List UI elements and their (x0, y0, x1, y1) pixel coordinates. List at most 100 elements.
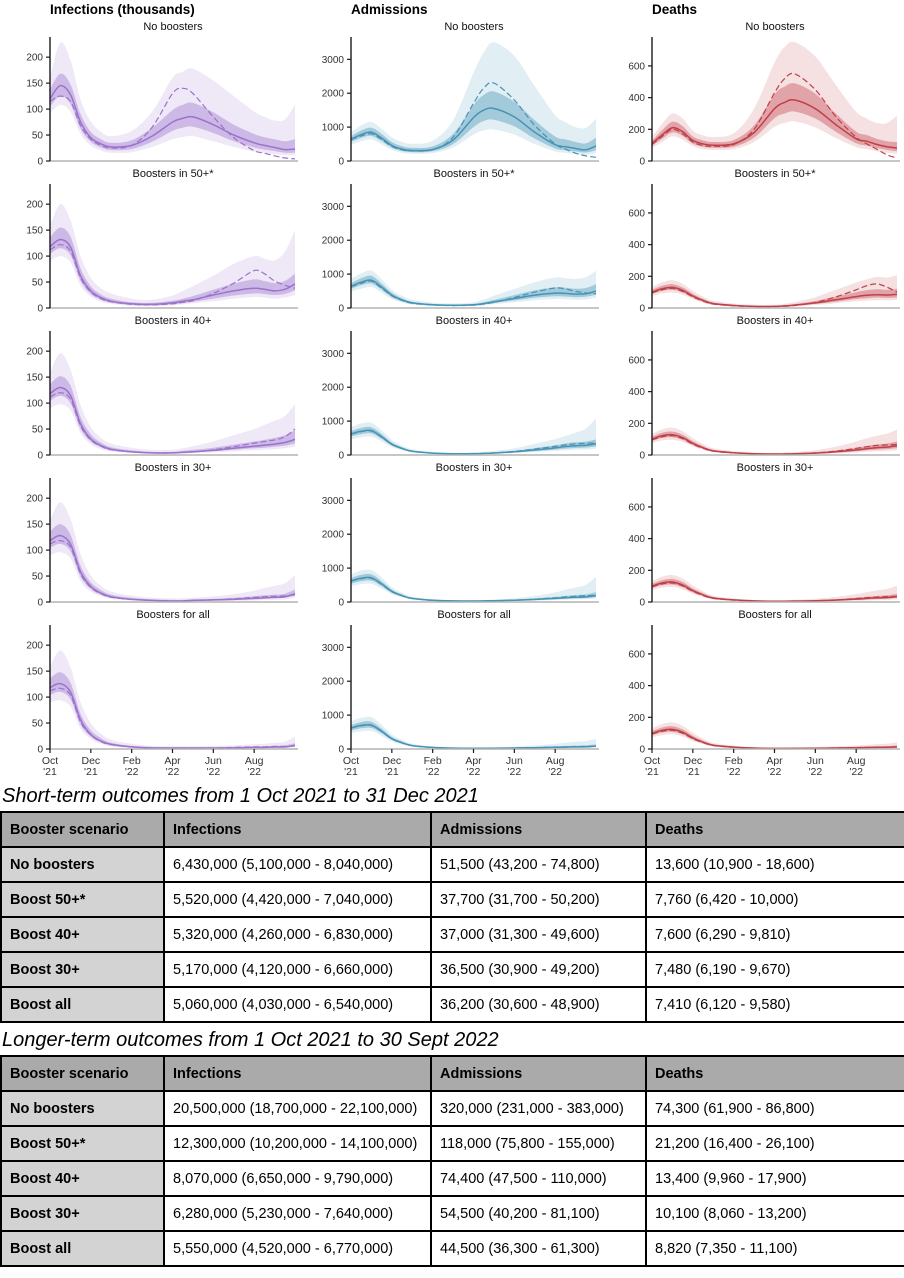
y-tick-label: 1000 (322, 123, 345, 134)
outer-interval-band (351, 418, 596, 455)
panel-deaths-boosters-in-30: Boosters in 30+ 0 200 400 600 (602, 461, 903, 608)
median-line (652, 433, 898, 455)
panel-subtitle: Boosters in 50+* (132, 168, 214, 180)
table-row: Boost 40+ 8,070,000 (6,650,000 - 9,790,00… (0, 1160, 904, 1197)
y-tick-label: 50 (32, 278, 44, 289)
y-tick-label: 0 (338, 304, 344, 315)
x-tick-label-year: '22 (467, 766, 481, 778)
panel-subtitle: Boosters for all (136, 609, 210, 621)
panel-subtitle: No boosters (143, 21, 203, 33)
value-cell: 13,400 (9,960 - 17,900) (645, 1160, 904, 1197)
x-tick-label-year: '21 (645, 766, 659, 778)
figure-column-admissions: Admissions No boosters 0 1000 2000 3000 Booste… (301, 2, 602, 779)
outer-interval-band (50, 353, 295, 455)
chart-admissions-boosters-in-30: 0 1000 2000 3000 (322, 478, 599, 609)
panel-subtitle: No boosters (745, 21, 805, 33)
table-header-cell: Deaths (645, 1055, 904, 1092)
value-cell: 37,000 (31,300 - 49,600) (430, 916, 647, 953)
median-line (50, 238, 296, 306)
value-cell: 6,430,000 (5,100,000 - 8,040,000) (163, 846, 432, 883)
chart-infections-boosters-in-40: 0 50 100 150 200 (26, 331, 298, 462)
y-tick-label: 600 (628, 649, 645, 660)
figure-column-deaths: Deaths No boosters 0 200 400 600 Boosters in 5… (602, 2, 903, 779)
table-header-cell: Admissions (430, 1055, 647, 1092)
y-tick-label: 50 (32, 572, 44, 583)
outer-interval-band (50, 42, 295, 156)
panel-subtitle: Boosters in 40+ (435, 315, 513, 327)
chart-infections-boosters-in-30: 0 50 100 150 200 (26, 478, 298, 608)
y-tick-label: 150 (26, 226, 43, 237)
scenario-cell: Boost 40+ (0, 1160, 165, 1197)
y-tick-label: 0 (338, 598, 344, 609)
y-tick-label: 0 (338, 451, 344, 462)
inner-interval-band (652, 284, 897, 307)
y-tick-label: 0 (639, 451, 645, 462)
table-row: Boost 50+* 12,300,000 (10,200,000 - 14,10… (0, 1125, 904, 1162)
panel-infections-boosters-for-all: Boosters for all 0 50 100 150 200 Oct '21 Dec '21… (0, 608, 301, 779)
y-tick-label: 100 (26, 399, 43, 410)
y-tick-label: 150 (26, 667, 43, 678)
y-tick-label: 150 (26, 79, 43, 90)
y-tick-label: 3000 (322, 349, 345, 360)
chart-deaths-no-boosters: 0 200 400 600 (628, 37, 900, 167)
y-tick-label: 3000 (322, 643, 345, 654)
y-tick-label: 0 (338, 745, 344, 756)
y-tick-label: 3000 (322, 496, 345, 507)
chart-infections-boosters-for-all: 050100150200Oct'21Dec'21Feb'22Apr'22Jun'… (26, 625, 298, 778)
outer-interval-band (652, 41, 897, 154)
scenario-cell: No boosters (0, 846, 165, 883)
value-cell: 7,410 (6,120 - 9,580) (645, 986, 904, 1023)
value-cell: 36,200 (30,600 - 48,900) (430, 986, 647, 1023)
value-cell: 7,760 (6,420 - 10,000) (645, 881, 904, 918)
chart-admissions-boosters-in-50: 0 1000 2000 3000 (322, 184, 599, 315)
y-tick-label: 600 (628, 355, 645, 366)
outer-interval-band (50, 204, 295, 307)
x-tick-label-year: '22 (548, 766, 562, 778)
y-tick-label: 400 (628, 681, 645, 692)
x-tick-label-month: Aug (546, 755, 565, 767)
inner-interval-band (351, 275, 596, 306)
panel-subtitle: Boosters in 50+* (433, 168, 515, 180)
y-tick-label: 0 (37, 157, 43, 168)
dashed-projection-line (652, 72, 898, 159)
outcomes-table-long: Booster scenario Infections Admissions Deat… (0, 1055, 904, 1267)
chart-admissions-boosters-for-all: 0100020003000Oct'21Dec'21Feb'22Apr'22Jun… (322, 625, 599, 778)
y-tick-label: 2000 (322, 383, 345, 394)
panel-infections-no-boosters: No boosters 0 50 100 150 200 (0, 20, 301, 167)
outer-interval-band (652, 427, 897, 455)
x-tick-label-month: Aug (847, 755, 866, 767)
x-tick-label-year: '22 (507, 766, 521, 778)
y-tick-label: 2000 (322, 236, 345, 247)
value-cell: 54,500 (40,200 - 81,100) (430, 1195, 647, 1232)
median-line (351, 279, 597, 307)
y-tick-label: 100 (26, 105, 43, 116)
value-cell: 5,170,000 (4,120,000 - 6,660,000) (163, 951, 432, 988)
y-tick-label: 200 (26, 641, 43, 652)
table-row: Boost 50+* 5,520,000 (4,420,000 - 7,040,0… (0, 881, 904, 918)
y-tick-label: 1000 (322, 417, 345, 428)
x-tick-label-year: '21 (385, 766, 399, 778)
x-tick-label-month: Dec (382, 755, 401, 767)
y-tick-label: 2000 (322, 677, 345, 688)
inner-interval-band (50, 73, 295, 153)
panel-deaths-boosters-in-50: Boosters in 50+* 0 200 400 600 (602, 167, 903, 314)
chart-deaths-boosters-in-30: 0 200 400 600 (628, 478, 900, 608)
value-cell: 8,070,000 (6,650,000 - 9,790,000) (163, 1160, 432, 1197)
table-header-cell: Booster scenario (0, 811, 165, 848)
y-tick-label: 3000 (322, 55, 345, 66)
projection-figure: Infections (thousands) No boosters 0 50 100 1… (0, 2, 903, 779)
y-tick-label: 200 (26, 494, 43, 505)
x-tick-label-month: Oct (42, 755, 58, 767)
table-header-cell: Infections (163, 811, 432, 848)
y-tick-label: 100 (26, 252, 43, 263)
panel-deaths-no-boosters: No boosters 0 200 400 600 (602, 20, 903, 167)
value-cell: 7,480 (6,190 - 9,670) (645, 951, 904, 988)
table-header-row: Booster scenario Infections Admissions Deat… (0, 1055, 904, 1092)
median-line (50, 682, 296, 749)
outer-interval-band (351, 716, 596, 749)
panel-subtitle: Boosters in 40+ (134, 315, 212, 327)
x-tick-label-month: Apr (766, 755, 783, 767)
value-cell: 5,550,000 (4,520,000 - 6,770,000) (163, 1230, 432, 1267)
scenario-cell: Boost 50+* (0, 1125, 165, 1162)
y-tick-label: 0 (37, 451, 43, 462)
